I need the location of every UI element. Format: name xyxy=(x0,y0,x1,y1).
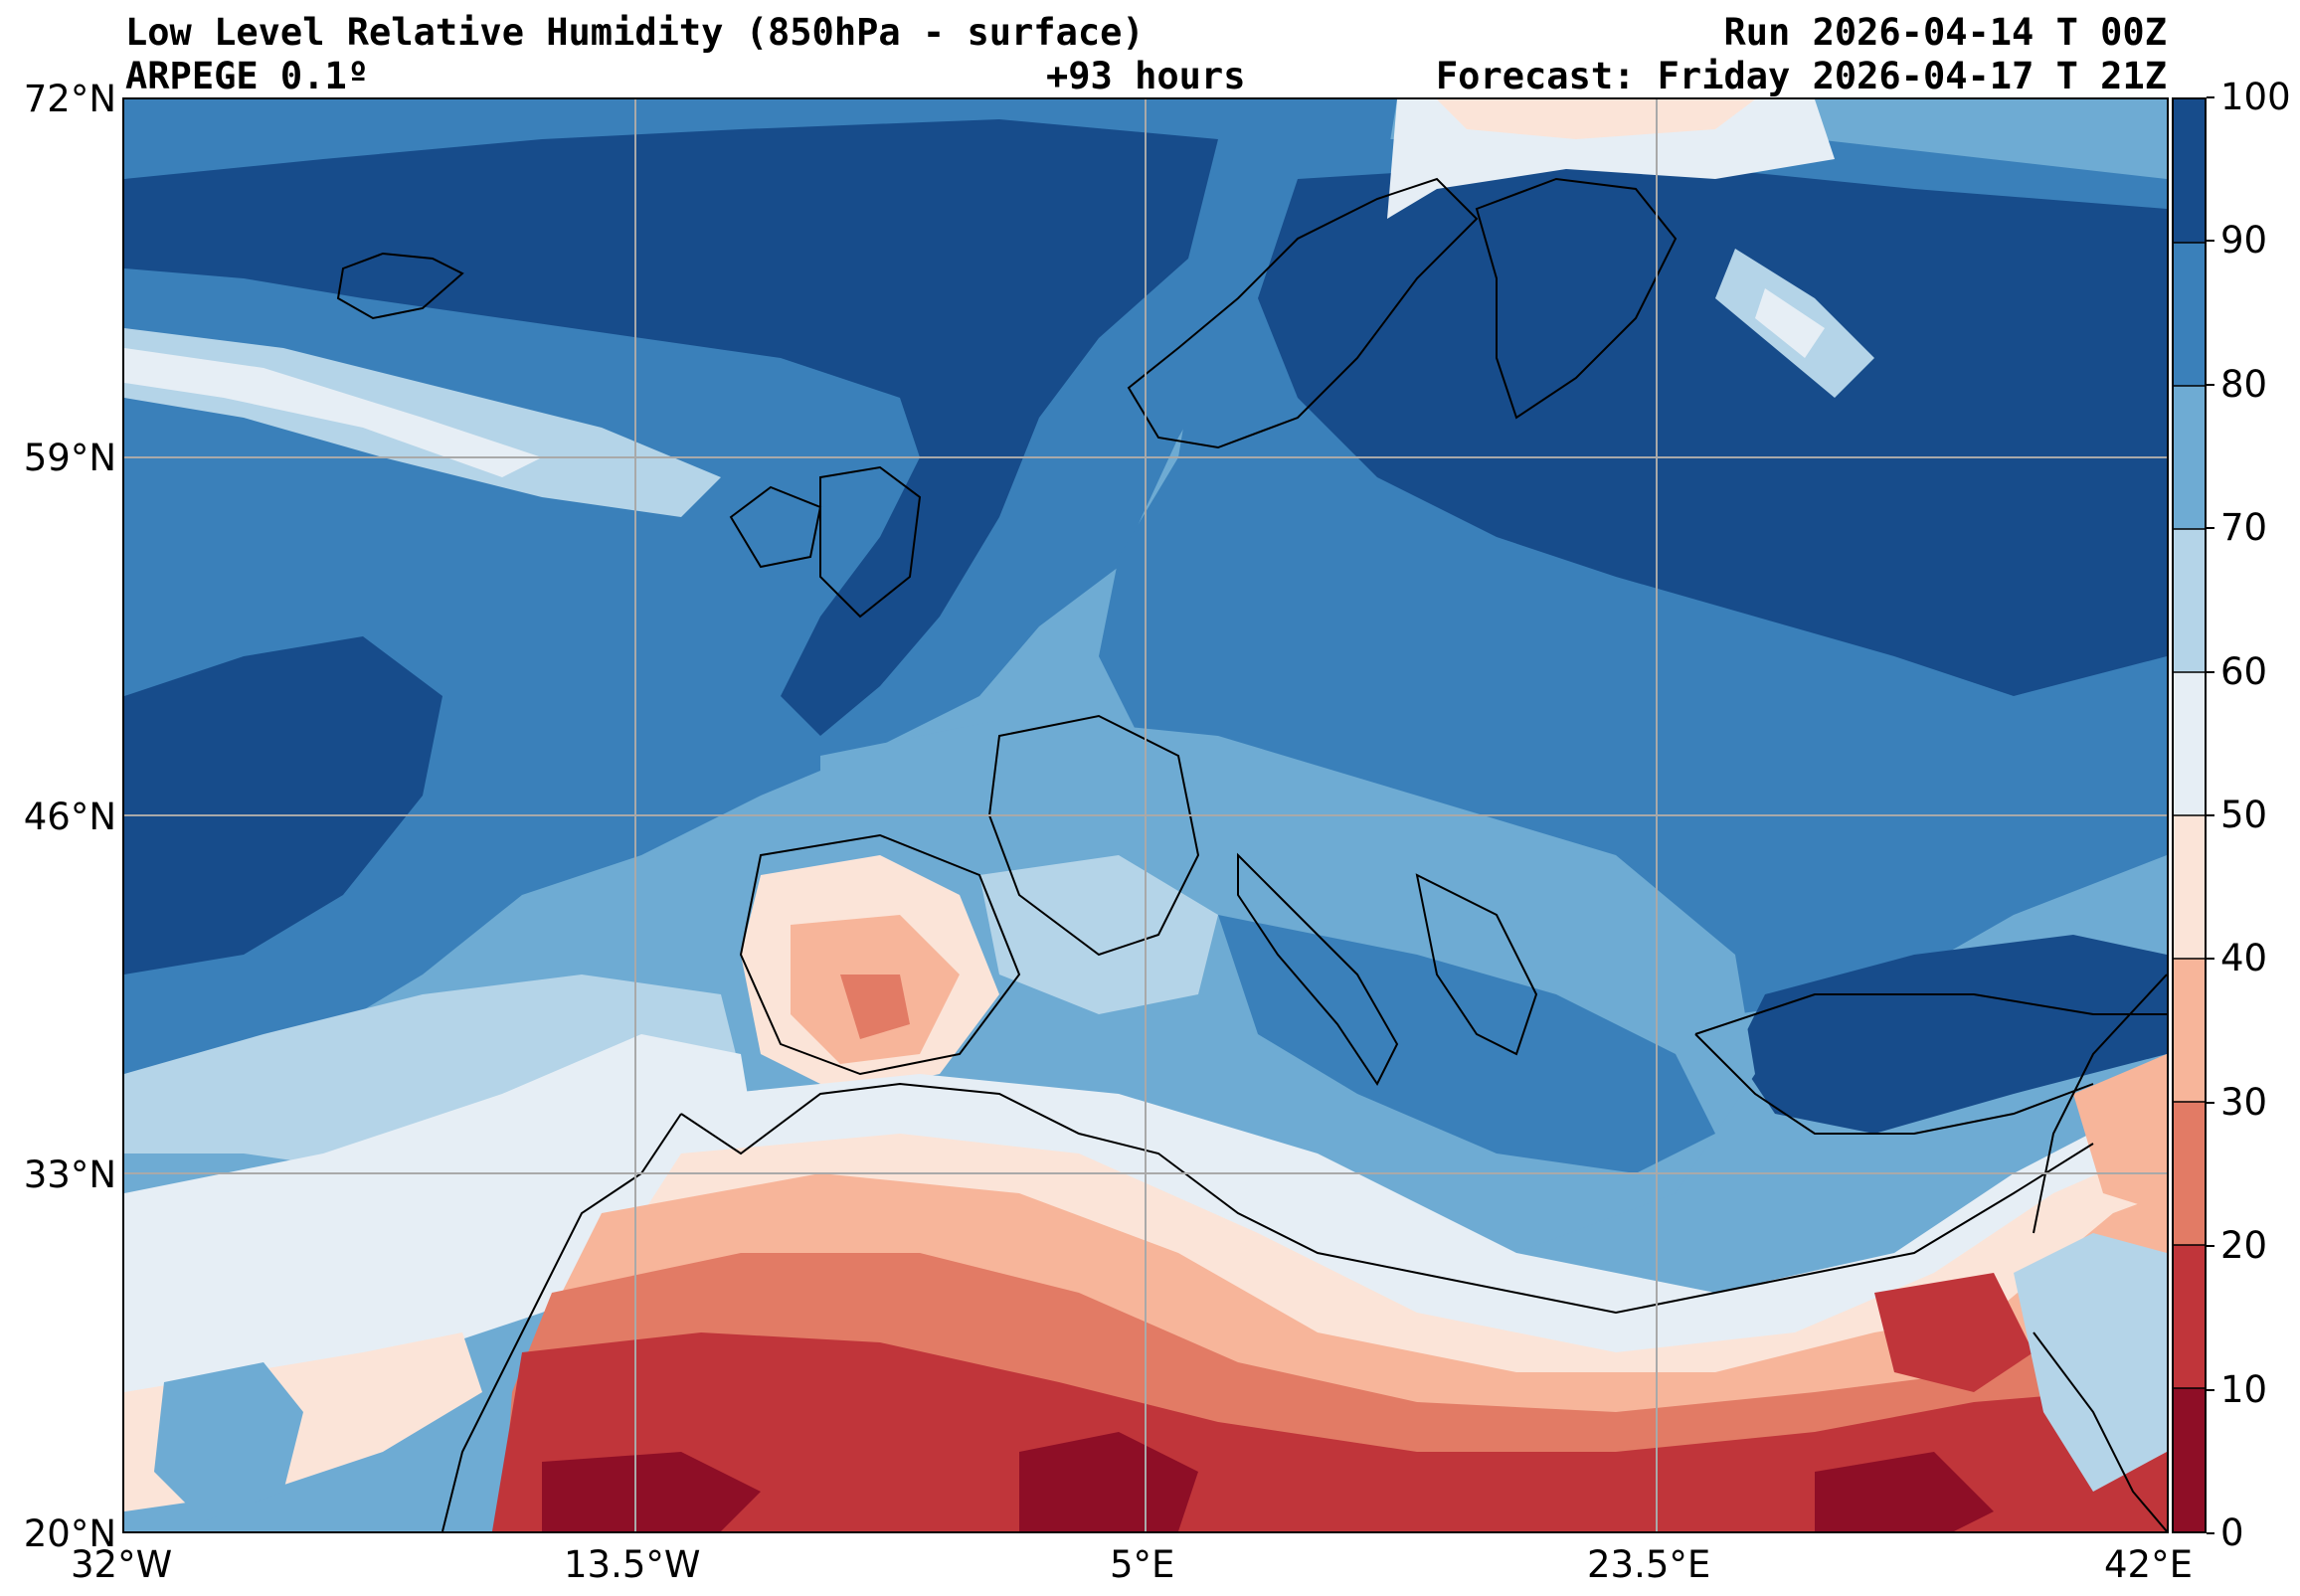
colorbar-scale xyxy=(2174,99,2205,1531)
humidity-region xyxy=(124,1034,761,1392)
humidity-region xyxy=(1755,288,1825,358)
colorbar-tick-label: 100 xyxy=(2220,76,2291,118)
colorbar-segment xyxy=(2174,959,2205,1103)
lead-time: +93 hours xyxy=(1046,55,1246,97)
colorbar-tick-label: 60 xyxy=(2220,649,2268,693)
lon-tick-label: 32°W xyxy=(71,1543,173,1586)
humidity-region xyxy=(124,348,542,477)
colorbar-tick-mark xyxy=(2207,1101,2214,1104)
humidity-map[interactable] xyxy=(122,97,2169,1533)
humidity-region xyxy=(1815,1452,1994,1531)
colorbar-segment xyxy=(2174,1245,2205,1389)
humidity-region xyxy=(492,1332,2167,1531)
humidity-region xyxy=(1735,935,2167,1134)
colorbar-tick-mark xyxy=(2207,1532,2214,1534)
humidity-region xyxy=(542,1452,761,1531)
colorbar-tick-label: 70 xyxy=(2220,506,2268,550)
lat-tick-label: 20°N xyxy=(23,1512,116,1555)
lat-tick-label: 33°N xyxy=(23,1153,116,1196)
colorbar-tick-label: 50 xyxy=(2220,794,2268,836)
colorbar-tick-mark xyxy=(2207,240,2214,243)
colorbar-tick-label: 80 xyxy=(2220,362,2268,406)
colorbar-segment xyxy=(2174,672,2205,816)
colorbar-segment xyxy=(2174,1102,2205,1246)
humidity-region xyxy=(124,119,1218,736)
colorbar-tick-mark xyxy=(2207,383,2214,386)
colorbar-tick-mark xyxy=(2207,1388,2214,1391)
colorbar-tick-label: 90 xyxy=(2220,219,2268,263)
humidity-map-canvas xyxy=(124,99,2167,1531)
colorbar-tick-label: 20 xyxy=(2220,1224,2268,1268)
colorbar-segment xyxy=(2174,386,2205,530)
colorbar-tick-label: 40 xyxy=(2220,937,2268,980)
colorbar-tick-mark xyxy=(2207,527,2214,530)
model-name: ARPEGE 0.1º xyxy=(125,55,370,97)
run-time: Run 2026-04-14 T 00Z xyxy=(1723,11,2167,54)
humidity-region xyxy=(1258,159,2167,696)
map-title: Low Level Relative Humidity (850hPa - su… xyxy=(125,11,1145,54)
lat-tick-label: 72°N xyxy=(23,78,116,120)
colorbar-tick-mark xyxy=(2207,96,2214,98)
lon-tick-label: 5°E xyxy=(1110,1543,1175,1586)
lon-tick-label: 23.5°E xyxy=(1587,1543,1711,1586)
humidity-region xyxy=(2014,1233,2167,1492)
lat-tick-label: 46°N xyxy=(23,796,116,838)
colorbar-tick-label: 0 xyxy=(2220,1511,2244,1554)
colorbar-segment xyxy=(2174,243,2205,387)
colorbar-tick-mark xyxy=(2207,1245,2214,1248)
humidity-region xyxy=(1019,1432,1198,1531)
humidity-region xyxy=(1437,99,1755,139)
colorbar-tick-mark xyxy=(2207,958,2214,961)
humidity-region xyxy=(840,975,910,1039)
colorbar-segment xyxy=(2174,529,2205,673)
humidity-region xyxy=(1218,915,1715,1173)
colorbar-segment xyxy=(2174,1388,2205,1531)
colorbar-segment xyxy=(2174,99,2205,244)
colorbar-tick-mark xyxy=(2207,814,2214,816)
forecast-time: Forecast: Friday 2026-04-17 T 21Z xyxy=(1435,55,2167,97)
humidity-region xyxy=(154,1362,303,1521)
colorbar-tick-label: 10 xyxy=(2220,1367,2268,1411)
colorbar xyxy=(2172,97,2207,1533)
colorbar-tick-mark xyxy=(2207,670,2214,673)
humidity-region xyxy=(979,855,1218,1014)
lon-tick-label: 42°E xyxy=(2104,1543,2193,1586)
lat-tick-label: 59°N xyxy=(23,437,116,479)
humidity-region xyxy=(1874,1273,2034,1392)
lon-tick-label: 13.5°W xyxy=(564,1543,701,1586)
colorbar-segment xyxy=(2174,815,2205,960)
humidity-region xyxy=(124,636,442,975)
graticule xyxy=(124,99,2167,1531)
colorbar-tick-label: 30 xyxy=(2220,1080,2268,1124)
